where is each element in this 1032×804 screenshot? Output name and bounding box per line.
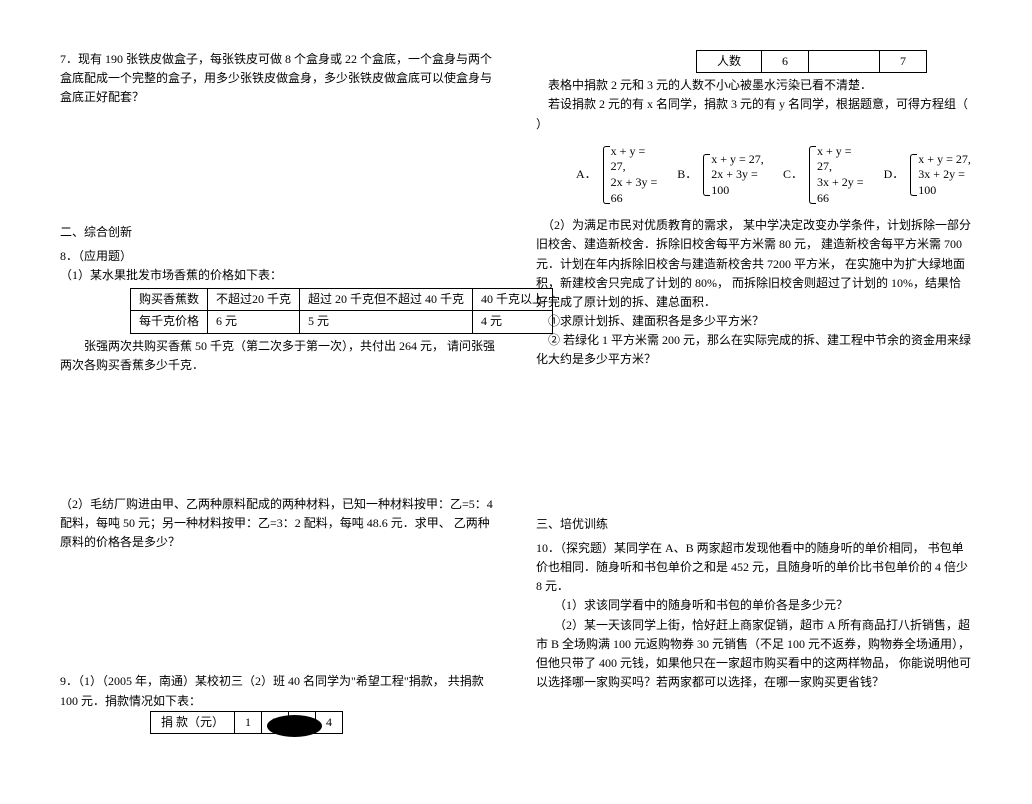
choice-c-label: C．: [783, 165, 803, 184]
problem-8-2: （2）毛纺厂购进由甲、乙两种原料配成的两种材料，已知一种材料按甲：乙=5：4 配…: [60, 495, 496, 553]
p10-title: 10．（探究题）某同学在 A、B 两家超市发现他看中的随身听的单价相同， 书包单…: [536, 539, 972, 597]
t8-r2: 6 元: [208, 311, 300, 333]
eq2a: x + y = 27,: [711, 152, 765, 168]
t8-h2: 不超过20 千克: [208, 289, 300, 311]
p9-text2: 若设捐款 2 元的有 x 名同学，捐款 3 元的有 y 名同学，根据题意，可得方…: [536, 95, 972, 133]
choice-d-label: D．: [884, 165, 905, 184]
t8-r3: 5 元: [300, 311, 473, 333]
section-2-title: 二、综合创新: [60, 223, 496, 242]
t9-h3: 2: [262, 711, 289, 733]
donation-table-right: 人数 6 7: [696, 50, 927, 73]
problem-10: 10．（探究题）某同学在 A、B 两家超市发现他看中的随身听的单价相同， 书包单…: [536, 539, 972, 693]
choice-c: C． x + y = 27, 3x + 2y = 66: [783, 144, 866, 206]
problem-9-2: （2）为满足市民对优质教育的需求， 某中学决定改变办学条件，计划拆除一部分旧校舍…: [536, 216, 972, 370]
eq1b: 2x + 3y = 66: [611, 175, 660, 206]
choice-a-label: A．: [576, 165, 597, 184]
t9-h2: 1: [235, 711, 262, 733]
problem-8-1: （1）某水果批发市场香蕉的价格如下表： 购买香蕉数 不超过20 千克 超过 20…: [60, 266, 496, 375]
p9-title: 9．（1）（2005 年，南通）某校初三（2）班 40 名同学为"希望工程"捐款…: [60, 672, 496, 710]
p9-2-q2: ② 若绿化 1 平方米需 200 元，那么在实际完成的拆、建工程中节余的资金用来…: [536, 331, 972, 369]
problem-7: 7．现有 190 张铁皮做盒子，每张铁皮可做 8 个盒身或 22 个盒底，一个盒…: [60, 50, 496, 108]
choice-d: D． x + y = 27, 3x + 2y = 100: [884, 152, 972, 199]
p9-2-text: （2）为满足市民对优质教育的需求， 某中学决定改变办学条件，计划拆除一部分旧校舍…: [536, 216, 972, 312]
p9-2-q1: ①求原计划拆、建面积各是多少平方米？: [536, 312, 972, 331]
eq3b: 3x + 2y = 66: [817, 175, 866, 206]
banana-price-table: 购买香蕉数 不超过20 千克 超过 20 千克但不超过 40 千克 40 千克以…: [130, 288, 553, 333]
section-3-title: 三、培优训练: [536, 515, 972, 534]
eq2b: 2x + 3y = 100: [711, 167, 765, 198]
t9-h1: 捐 款（元）: [151, 711, 235, 733]
eq1a: x + y = 27,: [611, 144, 660, 175]
p8-title: 8．（应用题）: [60, 247, 496, 266]
eq4a: x + y = 27,: [918, 152, 972, 168]
t8-r1: 每千克价格: [131, 311, 208, 333]
p7-text: 7．现有 190 张铁皮做盒子，每张铁皮可做 8 个盒身或 22 个盒底，一个盒…: [60, 52, 492, 104]
tr-h3: [809, 51, 880, 73]
p8-1-text: 张强两次共购买香蕉 50 千克（第二次多于第一次），共付出 264 元， 请问张…: [60, 337, 496, 375]
eq3a: x + y = 27,: [817, 144, 866, 175]
choice-a: A． x + y = 27, 2x + 3y = 66: [576, 144, 659, 206]
problem-9-1: 9．（1）（2005 年，南通）某校初三（2）班 40 名同学为"希望工程"捐款…: [60, 672, 496, 734]
p8-2-text: （2）毛纺厂购进由甲、乙两种原料配成的两种材料，已知一种材料按甲：乙=5：4 配…: [60, 497, 493, 549]
eq-system-c: x + y = 27, 3x + 2y = 66: [807, 144, 866, 206]
p10-2: （2）某一天该同学上街，恰好赶上商家促销，超市 A 所有商品打八折销售，超市 B…: [536, 616, 972, 693]
answer-choices: A． x + y = 27, 2x + 3y = 66 B． x + y = 2…: [536, 144, 972, 206]
eq-system-d: x + y = 27, 3x + 2y = 100: [908, 152, 972, 199]
choice-b-label: B．: [677, 165, 697, 184]
t8-h3: 超过 20 千克但不超过 40 千克: [300, 289, 473, 311]
donation-table-left: 捐 款（元） 1 2 3 4: [150, 711, 343, 734]
eq-system-b: x + y = 27, 2x + 3y = 100: [701, 152, 765, 199]
tr-h2: 6: [762, 51, 809, 73]
tr-h4: 7: [880, 51, 927, 73]
p8-1-intro: （1）某水果批发市场香蕉的价格如下表：: [60, 266, 496, 285]
p9-text1: 表格中捐款 2 元和 3 元的人数不小心被墨水污染已看不清楚．: [536, 76, 972, 95]
t8-h1: 购买香蕉数: [131, 289, 208, 311]
choice-b: B． x + y = 27, 2x + 3y = 100: [677, 152, 765, 199]
ink-blot-icon: [267, 715, 322, 737]
p10-1: （1）求该同学看中的随身听和书包的单价各是多少元？: [536, 596, 972, 615]
tr-h1: 人数: [697, 51, 762, 73]
eq-system-a: x + y = 27, 2x + 3y = 66: [601, 144, 660, 206]
eq4b: 3x + 2y = 100: [918, 167, 972, 198]
